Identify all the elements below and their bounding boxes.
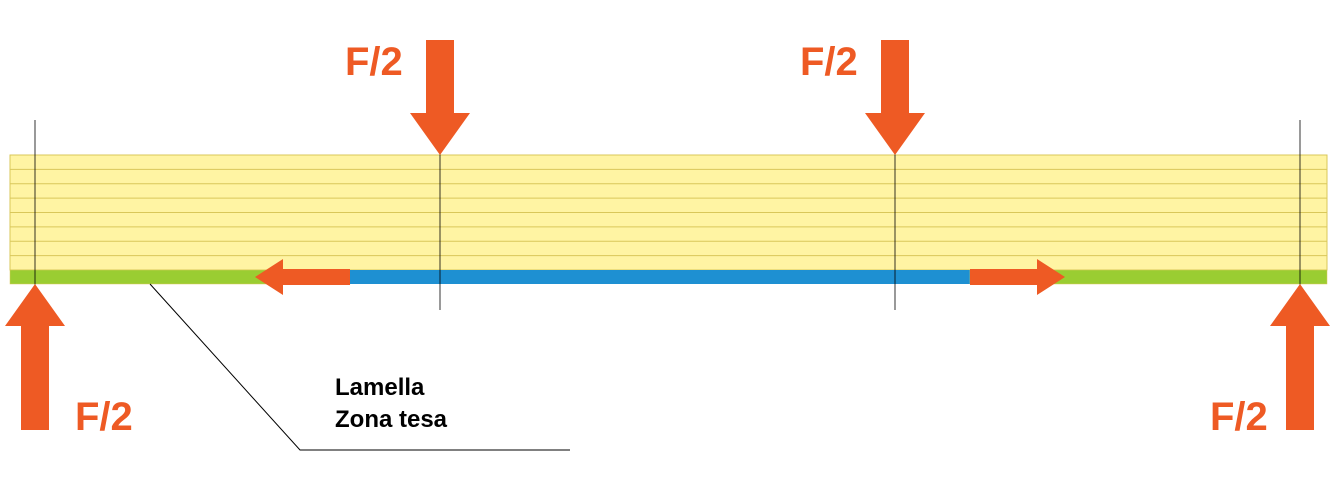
force-label-bottom-left: F/2 (75, 395, 133, 439)
force-arrow-up-right (1270, 284, 1330, 430)
caption-line-2: Zona tesa (335, 406, 448, 433)
tension-strip (10, 270, 1327, 284)
force-label-top-right: F/2 (800, 40, 858, 84)
force-arrow-up-left (5, 284, 65, 430)
force-label-top-left: F/2 (345, 40, 403, 84)
beam (10, 155, 1327, 270)
force-label-bottom-right: F/2 (1210, 395, 1268, 439)
force-arrow-down-left (410, 40, 470, 155)
beam-diagram: F/2 F/2 F/2 F/2 Lamella Zona tesa (0, 0, 1337, 502)
force-arrow-down-right (865, 40, 925, 155)
caption-line-1: Lamella (335, 374, 425, 401)
